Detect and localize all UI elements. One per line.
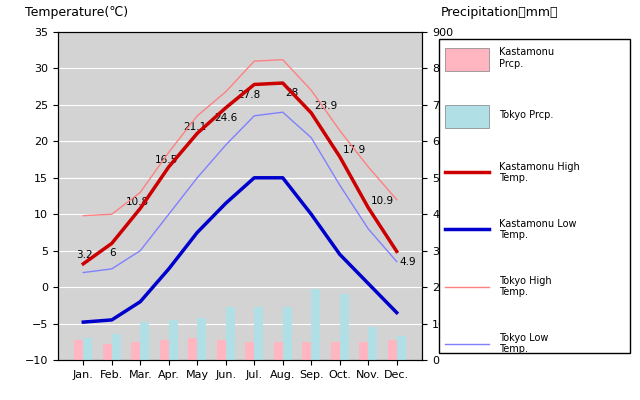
Text: 27.8: 27.8 (237, 90, 260, 100)
Text: 28: 28 (285, 88, 299, 98)
FancyBboxPatch shape (445, 106, 489, 128)
Bar (216, 340, 226, 360)
Bar (283, 307, 292, 360)
Bar (159, 340, 169, 360)
Text: Kastamonu Low
Temp.: Kastamonu Low Temp. (499, 219, 576, 240)
Bar (359, 342, 368, 360)
Text: 21.1: 21.1 (183, 122, 206, 132)
Bar (102, 344, 112, 360)
Bar (274, 342, 283, 360)
Text: 23.9: 23.9 (314, 101, 337, 111)
Bar (368, 327, 378, 360)
FancyBboxPatch shape (445, 48, 489, 71)
Bar (388, 340, 397, 360)
Text: 3.2: 3.2 (76, 250, 93, 260)
Bar (188, 338, 197, 360)
Text: Kastamonu High
Temp.: Kastamonu High Temp. (499, 162, 579, 183)
Bar (311, 289, 321, 360)
Text: Tokyo Low
Temp.: Tokyo Low Temp. (499, 333, 548, 354)
Text: 24.6: 24.6 (214, 113, 237, 123)
Text: Tokyo Prcp.: Tokyo Prcp. (499, 110, 553, 120)
Text: 10.8: 10.8 (126, 197, 149, 207)
Bar (302, 342, 311, 360)
Text: 4.9: 4.9 (399, 256, 416, 266)
Text: 10.9: 10.9 (371, 196, 394, 206)
Text: Tokyo High
Temp.: Tokyo High Temp. (499, 276, 551, 297)
Bar (169, 320, 178, 360)
Bar (197, 318, 206, 360)
Text: 17.9: 17.9 (342, 145, 366, 155)
Bar (397, 336, 406, 360)
Bar (226, 307, 235, 360)
Bar (254, 307, 264, 360)
Bar (83, 338, 92, 360)
Text: Temperature(℃): Temperature(℃) (25, 6, 128, 19)
Text: 6: 6 (109, 248, 116, 258)
Text: Kastamonu
Prcp.: Kastamonu Prcp. (499, 48, 554, 69)
Bar (112, 334, 121, 360)
Bar (140, 322, 149, 360)
Bar (340, 294, 349, 360)
Text: 16.5: 16.5 (154, 155, 178, 165)
Bar (74, 340, 83, 360)
FancyBboxPatch shape (439, 38, 630, 354)
Text: Precipitation（mm）: Precipitation（mm） (440, 6, 558, 19)
Bar (331, 342, 340, 360)
Bar (245, 342, 254, 360)
Bar (131, 342, 140, 360)
